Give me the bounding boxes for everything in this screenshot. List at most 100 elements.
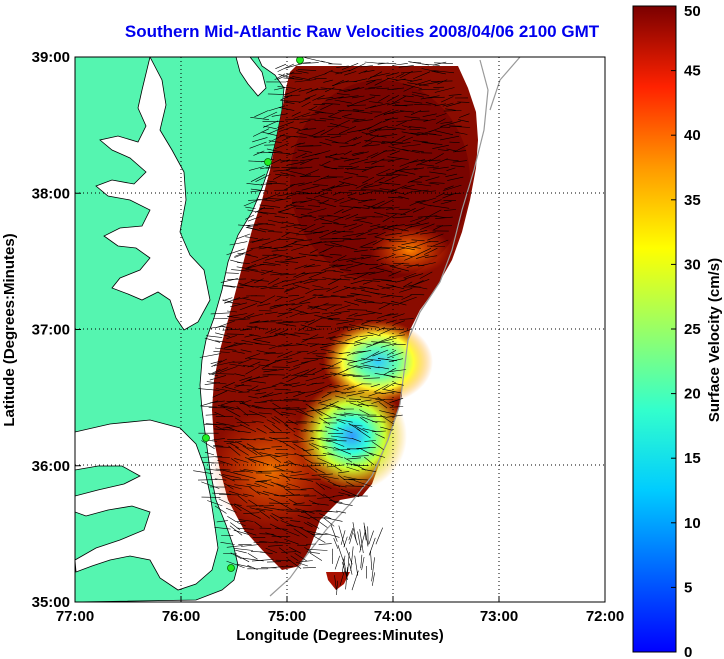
velocity-vector [307,208,327,214]
velocity-vector [286,360,299,364]
velocity-vector [348,398,362,400]
velocity-vector [351,570,359,591]
velocity-vector [239,424,257,432]
velocity-vector [282,280,303,287]
velocity-vector [249,507,266,512]
velocity-vector [345,246,358,251]
velocity-vector [294,553,308,562]
velocity-vector [388,146,409,152]
velocity-vector [392,247,406,252]
velocity-vector [391,95,406,105]
velocity-vector [455,131,468,135]
velocity-vector [252,447,271,451]
velocity-vector [271,113,288,117]
velocity-vector [402,149,420,154]
velocity-vector [211,358,228,367]
velocity-vector [304,231,323,234]
velocity-vector [277,313,287,318]
velocity-vector [329,109,344,117]
velocity-vector [371,441,384,450]
velocity-vector [403,187,422,191]
velocity-vector [306,551,320,554]
velocity-vector [411,239,425,242]
velocity-vector [434,62,453,64]
velocity-vector [442,184,462,192]
velocity-vector [346,392,365,397]
velocity-vector [321,312,333,315]
velocity-vector [273,245,293,249]
velocity-vector [376,87,390,89]
velocity-vector [385,206,400,210]
velocity-vector [359,286,379,291]
velocity-vector [301,113,319,118]
velocity-vector [317,201,337,208]
velocity-vector [435,192,446,198]
velocity-vector [238,519,254,522]
velocity-vector [454,144,468,153]
velocity-vector [278,343,293,348]
velocity-vector [364,526,369,547]
velocity-vector [254,343,276,346]
velocity-vector [381,141,403,144]
colorbar-tick-label: 10 [684,515,701,532]
velocity-vector [270,514,279,522]
velocity-vector [282,374,292,380]
velocity-vector [389,184,407,193]
velocity-vector [235,549,247,554]
velocity-vector [282,529,300,537]
velocity-vector [332,286,350,294]
velocity-vector [351,455,369,457]
velocity-vector [314,314,334,320]
velocity-vector [348,312,358,317]
velocity-vector [360,358,381,361]
velocity-vector [323,240,345,243]
velocity-vector [336,320,355,325]
velocity-vector [283,538,299,545]
velocity-vector [266,419,276,424]
velocity-vector [234,383,245,388]
colorbar-tick-label: 20 [684,386,701,403]
velocity-vector [442,102,454,107]
velocity-vector [273,329,289,336]
velocity-vector [369,72,390,78]
velocity-vector [381,391,395,394]
velocity-vector [435,130,454,136]
velocity-vector [221,382,235,388]
velocity-vector [442,193,454,199]
velocity-vector [212,390,228,398]
velocity-vector [372,572,375,586]
velocity-vector [420,231,436,235]
velocity-vector [283,382,300,386]
velocity-vector [322,475,339,480]
velocity-vector [435,158,448,165]
velocity-vector [321,392,332,399]
velocity-vector [411,91,430,96]
velocity-vector [372,349,389,357]
velocity-vector [446,102,461,107]
velocity-vector [351,438,362,442]
velocity-vector [216,320,235,328]
velocity-vector [245,227,267,233]
velocity-vector [299,368,316,378]
velocity-vector [319,199,330,205]
velocity-vector [212,438,225,441]
velocity-vector [386,313,399,316]
velocity-vector [453,150,467,153]
velocity-vector [338,471,350,474]
velocity-vector [312,502,329,506]
velocity-vector [345,214,359,220]
velocity-vector [280,273,297,276]
velocity-vector [209,400,225,404]
velocity-vector [411,94,424,98]
velocity-vector [333,537,339,549]
velocity-vector [322,160,331,166]
velocity-vector [446,148,456,152]
velocity-vector [256,350,269,354]
velocity-vector [314,192,328,198]
velocity-vector [366,341,381,348]
velocity-vector [259,264,276,266]
velocity-vector [408,284,428,290]
velocity-vector [274,215,286,218]
velocity-vector [375,267,393,273]
velocity-vector [402,95,414,98]
